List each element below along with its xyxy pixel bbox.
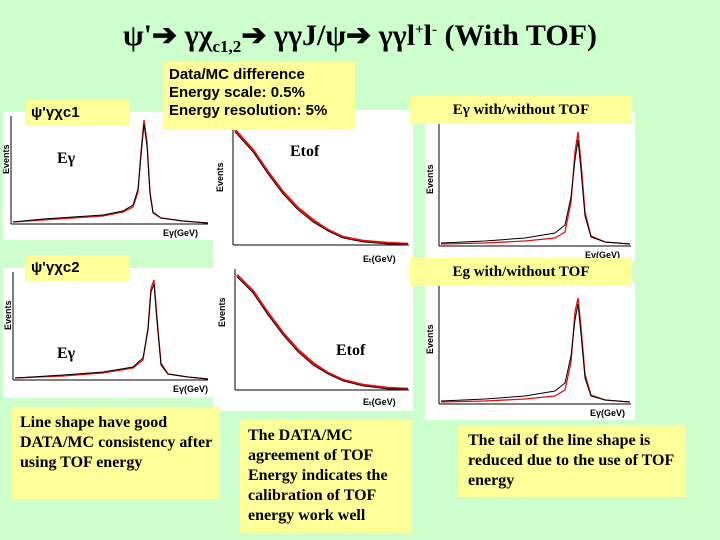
note-line3: Energy resolution: 5% (169, 102, 328, 119)
mc-curve (12, 119, 209, 224)
label-etof-top-text: Etof (290, 143, 320, 160)
label-chic1: ψ'γχc1 (25, 100, 130, 126)
label-etof-bottom: Etof (336, 342, 365, 360)
data-curve (14, 283, 209, 380)
histogram-etof-top: Events Eₜ(GeV) (215, 114, 409, 264)
title-chi-sub: c1,2 (212, 37, 242, 56)
arrow-icon: ➔ (241, 19, 274, 52)
label-etof-bottom-text: Etof (336, 342, 366, 359)
data-curve (234, 131, 408, 245)
y-axis-label: Events (215, 162, 225, 192)
histogram-eg-top: Events Eγ(GeV) (425, 116, 631, 260)
x-axis-label: Eγ(GeV) (590, 408, 625, 418)
histogram-etof-bottom: Events Eₜ(GeV) (217, 269, 409, 407)
label-egamma-bottom-text: Eγ (57, 345, 76, 362)
arrow-icon: ➔ (346, 19, 379, 52)
slide-title: ψ'➔ γχc1,2➔ γγJ/ψ➔ γγl+l- (With TOF) (0, 18, 720, 57)
title-psi: ψ' (123, 19, 152, 52)
with-tof-curve (440, 297, 631, 403)
title-l: l (423, 19, 432, 52)
label-chic2: ψ'γχc2 (25, 255, 130, 281)
title-chi: γχ (184, 19, 213, 52)
plot-etof-top: Events Eₜ(GeV) (213, 110, 413, 268)
caption-left-text: Line shape have good DATA/MC consistency… (20, 414, 212, 471)
without-tof-curve (440, 139, 631, 245)
y-axis-label: Events (3, 300, 13, 330)
mc-curve (234, 129, 409, 246)
label-egamma-top-text: Eγ (57, 150, 76, 167)
title-ll: γγl (378, 19, 416, 52)
caption-right-text: The tail of the line shape is reduced du… (468, 432, 674, 489)
x-axis-label: Eₜ(GeV) (363, 397, 396, 407)
plot-etof-bottom: Events Eₜ(GeV) (213, 265, 413, 411)
caption-right: The tail of the line shape is reduced du… (458, 425, 686, 497)
label-chic2-text: ψ'γχc2 (31, 259, 80, 276)
histogram-egamma-chic2: Events Eγ(GeV) (3, 272, 209, 394)
title-jpsi: γγJ/ψ (273, 19, 346, 52)
label-eg-with-without-bottom: Eg with/without TOF (410, 258, 632, 286)
title-suffix: (With TOF) (444, 19, 597, 52)
caption-middle: The DATA/MC agreement of TOF Energy indi… (240, 420, 412, 534)
histogram-eg-bottom: Events Eγ(GeV) (425, 286, 631, 418)
x-axis-label: Eγ(GeV) (585, 250, 620, 260)
y-axis-label: Events (425, 324, 435, 354)
title-minus: - (431, 22, 437, 38)
histogram-egamma-chic1: Events Eγ(GeV) (3, 116, 209, 238)
title-plus: + (415, 22, 424, 38)
x-axis-label: Eₜ(GeV) (363, 254, 396, 264)
y-axis-label: Events (425, 164, 435, 194)
label-eg-with-without-bottom-text: Eg with/without TOF (452, 264, 590, 280)
x-axis-label: Eγ(GeV) (163, 228, 198, 238)
mc-curve (14, 279, 209, 380)
plot-eg-with-without-bottom: Events Eγ(GeV) (425, 282, 635, 420)
plot-eg-with-without-top: Events Eγ(GeV) (425, 112, 635, 262)
caption-middle-text: The DATA/MC agreement of TOF Energy indi… (248, 427, 388, 524)
data-curve (12, 123, 209, 224)
plot-egamma-chic1: Events Eγ(GeV) (3, 112, 215, 240)
y-axis-label: Events (3, 144, 11, 174)
note-line1: Data/MC difference (169, 66, 305, 83)
caption-left: Line shape have good DATA/MC consistency… (12, 407, 220, 499)
y-axis-label: Events (217, 297, 227, 327)
label-eg-with-without-top: Eγ with/without TOF (410, 96, 632, 124)
note-line2: Energy scale: 0.5% (169, 84, 305, 101)
label-chic1-text: ψ'γχc1 (31, 104, 80, 121)
label-etof-top: Etof (290, 143, 319, 161)
label-eg-with-without-top-text: Eγ with/without TOF (452, 102, 590, 118)
x-axis-label: Eγ(GeV) (173, 384, 208, 394)
data-mc-note: Data/MC difference Energy scale: 0.5% En… (163, 62, 355, 130)
arrow-icon: ➔ (151, 19, 185, 52)
label-egamma-bottom: Eγ (57, 345, 75, 363)
data-curve (236, 276, 408, 390)
with-tof-curve (440, 131, 631, 245)
label-egamma-top: Eγ (57, 150, 75, 168)
mc-curve (236, 274, 409, 391)
without-tof-curve (440, 303, 631, 403)
plot-egamma-chic2: Events Eγ(GeV) (3, 268, 215, 398)
